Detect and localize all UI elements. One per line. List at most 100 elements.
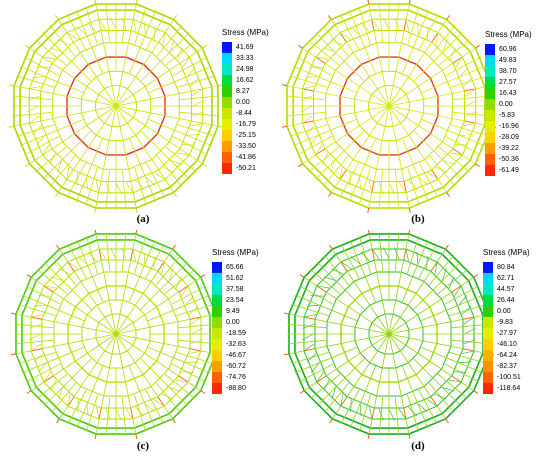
color-scale-a bbox=[222, 42, 232, 174]
tick-label: 8.27 bbox=[236, 88, 250, 95]
mesh-radial-line bbox=[420, 346, 484, 374]
mesh-radial-line bbox=[21, 294, 85, 322]
mesh-radial-line bbox=[165, 146, 197, 173]
legend-title-a: Stress (MPa) bbox=[222, 28, 269, 37]
mesh-brace bbox=[416, 251, 419, 265]
mesh-brace bbox=[30, 343, 42, 352]
stress-accent bbox=[178, 375, 188, 382]
color-swatch bbox=[485, 132, 495, 143]
tick-label: 0.00 bbox=[226, 319, 240, 326]
mesh-brace bbox=[303, 314, 317, 318]
color-swatch bbox=[212, 284, 222, 295]
stress-accent bbox=[68, 262, 75, 272]
mesh-radial-line bbox=[450, 124, 489, 137]
mesh-radial-line bbox=[155, 382, 182, 414]
mesh-brace bbox=[465, 111, 478, 117]
mesh-brace bbox=[449, 152, 463, 156]
mesh-brace bbox=[135, 406, 145, 417]
stress-accent bbox=[130, 407, 134, 418]
mesh-radial-line bbox=[35, 146, 67, 173]
mesh-brace bbox=[315, 144, 323, 156]
mesh-brace bbox=[105, 408, 111, 421]
mesh-brace bbox=[154, 26, 156, 40]
mesh-radial-line bbox=[394, 2, 400, 42]
mesh-brace bbox=[315, 56, 329, 60]
mesh-radial-line bbox=[14, 323, 54, 329]
mesh-brace bbox=[115, 409, 122, 421]
mesh-radial-line bbox=[133, 394, 146, 432]
mesh-radial-line bbox=[140, 358, 189, 407]
mesh-brace bbox=[349, 172, 351, 186]
mesh-brace bbox=[398, 408, 407, 420]
mesh-radial-line bbox=[121, 2, 127, 42]
color-swatch bbox=[485, 143, 495, 154]
mesh-radial-line bbox=[146, 14, 166, 50]
mesh-brace bbox=[153, 256, 155, 269]
mesh-brace bbox=[153, 399, 165, 407]
support-marker bbox=[55, 192, 59, 197]
tick-label: -16.79 bbox=[236, 121, 256, 128]
mesh-brace bbox=[191, 328, 203, 335]
tick-label: 16.43 bbox=[499, 90, 517, 97]
mesh-radial-line bbox=[49, 155, 76, 187]
mesh-radial-line bbox=[429, 25, 456, 57]
mesh-radial-line bbox=[349, 239, 377, 303]
stress-accent bbox=[157, 262, 164, 272]
mesh-radial-line bbox=[115, 3, 137, 107]
mesh-radial-line bbox=[105, 170, 111, 210]
mesh-brace bbox=[185, 295, 195, 306]
color-swatch bbox=[222, 75, 232, 86]
tick-label: -8.44 bbox=[236, 110, 252, 117]
mesh-radial-line bbox=[145, 389, 165, 425]
panel-c: Stress (MPa) 65.66 51.62 37.58 23.54 9.49 0.0… bbox=[0, 230, 275, 460]
mesh-brace bbox=[455, 144, 469, 146]
mesh-brace bbox=[154, 172, 166, 180]
mesh-brace bbox=[302, 323, 315, 329]
color-swatch bbox=[483, 306, 493, 317]
mesh-brace bbox=[170, 160, 183, 165]
mesh-radial-line bbox=[407, 167, 420, 206]
mesh-brace bbox=[125, 182, 134, 193]
tick-label: -46.67 bbox=[226, 352, 246, 359]
mesh-radial-line bbox=[49, 25, 76, 57]
stress-accent bbox=[317, 286, 327, 293]
tick-label: -18.59 bbox=[226, 330, 246, 337]
mesh-radial-line bbox=[406, 394, 419, 432]
stress-accent bbox=[452, 148, 462, 155]
mesh-radial-line bbox=[340, 389, 360, 425]
mesh-radial-line bbox=[291, 304, 329, 317]
mesh-brace bbox=[360, 22, 370, 32]
mesh-brace bbox=[143, 251, 146, 265]
mesh-radial-line bbox=[177, 75, 216, 88]
mesh-radial-line bbox=[176, 304, 214, 317]
color-swatch bbox=[212, 328, 222, 339]
mesh-brace bbox=[442, 387, 455, 392]
mesh-brace bbox=[449, 47, 456, 60]
mesh-radial-line bbox=[14, 339, 54, 345]
support-marker bbox=[475, 163, 480, 167]
color-swatch bbox=[485, 154, 495, 165]
mesh-brace bbox=[67, 261, 79, 269]
caption-a: (a) bbox=[136, 213, 150, 225]
stress-accent bbox=[316, 148, 326, 155]
mesh-brace bbox=[360, 251, 370, 262]
mesh-brace bbox=[76, 26, 87, 36]
caption-c: (c) bbox=[136, 440, 150, 452]
mesh-radial-line bbox=[445, 56, 481, 76]
stress-accent bbox=[431, 33, 438, 43]
color-swatch bbox=[222, 152, 232, 163]
mesh-radial-line bbox=[115, 105, 203, 165]
mesh-radial-line bbox=[402, 138, 430, 203]
support-marker bbox=[283, 353, 290, 356]
mesh-radial-line bbox=[340, 243, 360, 279]
mesh-brace bbox=[121, 247, 127, 260]
mesh-radial-line bbox=[134, 167, 147, 206]
support-marker bbox=[202, 163, 207, 167]
mesh-brace bbox=[443, 160, 456, 165]
color-swatch bbox=[212, 306, 222, 317]
mesh-radial-line bbox=[287, 339, 327, 345]
color-swatch bbox=[485, 165, 495, 176]
mesh-radial-line bbox=[145, 243, 165, 279]
support-marker bbox=[475, 45, 480, 49]
color-swatch bbox=[483, 361, 493, 372]
